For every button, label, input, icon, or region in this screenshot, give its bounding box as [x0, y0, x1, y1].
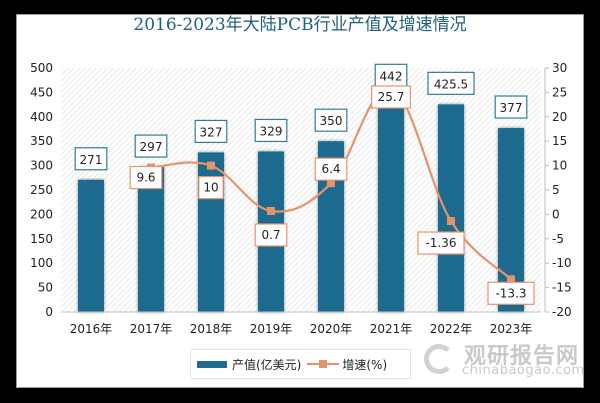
line-label-box: [417, 231, 465, 255]
right-axis-tick: 5: [552, 183, 560, 197]
line-label: 9.6: [136, 171, 155, 185]
line-marker: [327, 179, 335, 188]
line-marker: [507, 275, 515, 284]
right-axis-tick: 15: [552, 134, 567, 148]
x-axis-label: 2016年: [70, 322, 113, 336]
bar-series: [78, 96, 524, 312]
bar: [378, 96, 404, 312]
line-label-box: [487, 281, 535, 305]
bar-label-box: [194, 119, 228, 144]
legend-bar-swatch: [197, 360, 227, 368]
line-label: 10: [203, 181, 218, 195]
left-axis-tick: 350: [30, 134, 53, 148]
line-label: -1.36: [425, 236, 456, 250]
right-axis-tick: -20: [552, 305, 572, 319]
watermark: 观研报告网 chinabaogao.com: [420, 338, 584, 382]
x-axis-label: 2019年: [250, 322, 293, 336]
watermark-logo-icon: [424, 344, 454, 374]
bar-label: 297: [140, 140, 163, 154]
right-axis-tick: 20: [552, 110, 567, 124]
x-axis-label: 2018年: [190, 322, 233, 336]
legend-bar-label: 产值(亿美元): [232, 357, 302, 372]
left-axis-tick: 150: [30, 232, 53, 246]
legend-line-swatch: [307, 359, 340, 369]
left-axis-tick: 0: [45, 305, 53, 319]
bar-label-box: [314, 108, 348, 132]
line-marker: [447, 217, 455, 226]
left-axis-tick: 250: [30, 183, 53, 197]
watermark-en: chinabaogao.com: [462, 363, 585, 378]
right-axis-tick: 0: [552, 207, 560, 221]
right-axis-tick: 10: [552, 159, 567, 173]
line-label-box: [371, 85, 412, 109]
left-axis-tick: 50: [38, 281, 53, 295]
right-axis-tick: -10: [552, 256, 572, 270]
x-axis-label: 2022年: [430, 322, 473, 336]
x-axis-label: 2023年: [490, 322, 533, 336]
x-axis-label: 2020年: [310, 322, 353, 336]
legend: 产值(亿美元) 增速(%): [190, 349, 411, 379]
line-label: 0.7: [261, 228, 280, 242]
watermark-cn: 观研报告网: [464, 344, 580, 369]
right-axis-tick: 30: [552, 61, 567, 75]
line-label: 6.4: [321, 162, 340, 176]
bar-label-box: [254, 118, 288, 143]
bar: [78, 179, 104, 312]
right-axis-tick: -5: [552, 232, 564, 246]
x-axis-label: 2021年: [370, 322, 413, 336]
right-axis-tick: 25: [552, 85, 567, 99]
bar-label: 442: [380, 69, 403, 83]
line-label-box: [198, 176, 224, 200]
bar-label: 377: [500, 101, 523, 115]
bar: [438, 104, 464, 312]
bar-label-box: [134, 134, 168, 158]
left-axis-tick: 200: [30, 207, 53, 221]
left-axis: 0 50 100 150 200 250 300 350 400 450 500: [30, 61, 53, 319]
bar-label: 425.5: [434, 77, 468, 91]
x-axis-labels: 2016年 2017年 2018年 2019年 2020年 2021年 2022年 2023年: [70, 322, 533, 336]
bar-label-box: [427, 71, 475, 95]
bar-label-box: [494, 95, 528, 119]
legend-line-label: 增速(%): [342, 357, 388, 372]
line-label-box: [129, 165, 163, 190]
line-label: 25.7: [378, 90, 405, 104]
plot-area: [61, 68, 541, 312]
line-label-box: [254, 223, 288, 247]
line-label: -13.3: [495, 286, 526, 300]
bar: [138, 167, 164, 312]
data-labels: 271 297 327 329 350 442 425.5 377 9.6 10 0.7 6.4 25.…: [74, 63, 535, 305]
left-axis-tick: 100: [30, 256, 53, 270]
line-label-box: [314, 157, 348, 181]
right-axis-tick: -15: [552, 281, 572, 295]
left-axis-tick: 500: [30, 61, 53, 75]
x-axis-label: 2017年: [130, 322, 173, 336]
right-axis: -20 -15 -10 -5 0 5 10 15 20 25 30: [544, 61, 572, 319]
bar-label: 271: [80, 153, 103, 167]
left-axis-tick: 450: [30, 85, 53, 99]
bar-label-box: [74, 147, 108, 171]
left-axis-tick: 300: [30, 159, 53, 173]
left-axis-tick: 400: [30, 110, 53, 124]
bar-label: 329: [260, 124, 283, 138]
bar-label: 327: [200, 125, 223, 139]
line-marker: [207, 161, 215, 170]
chart-title: 2016-2023年大陆PCB行业产值及增速情况: [133, 15, 467, 35]
line-marker: [267, 206, 275, 215]
bar-label: 350: [320, 114, 343, 128]
